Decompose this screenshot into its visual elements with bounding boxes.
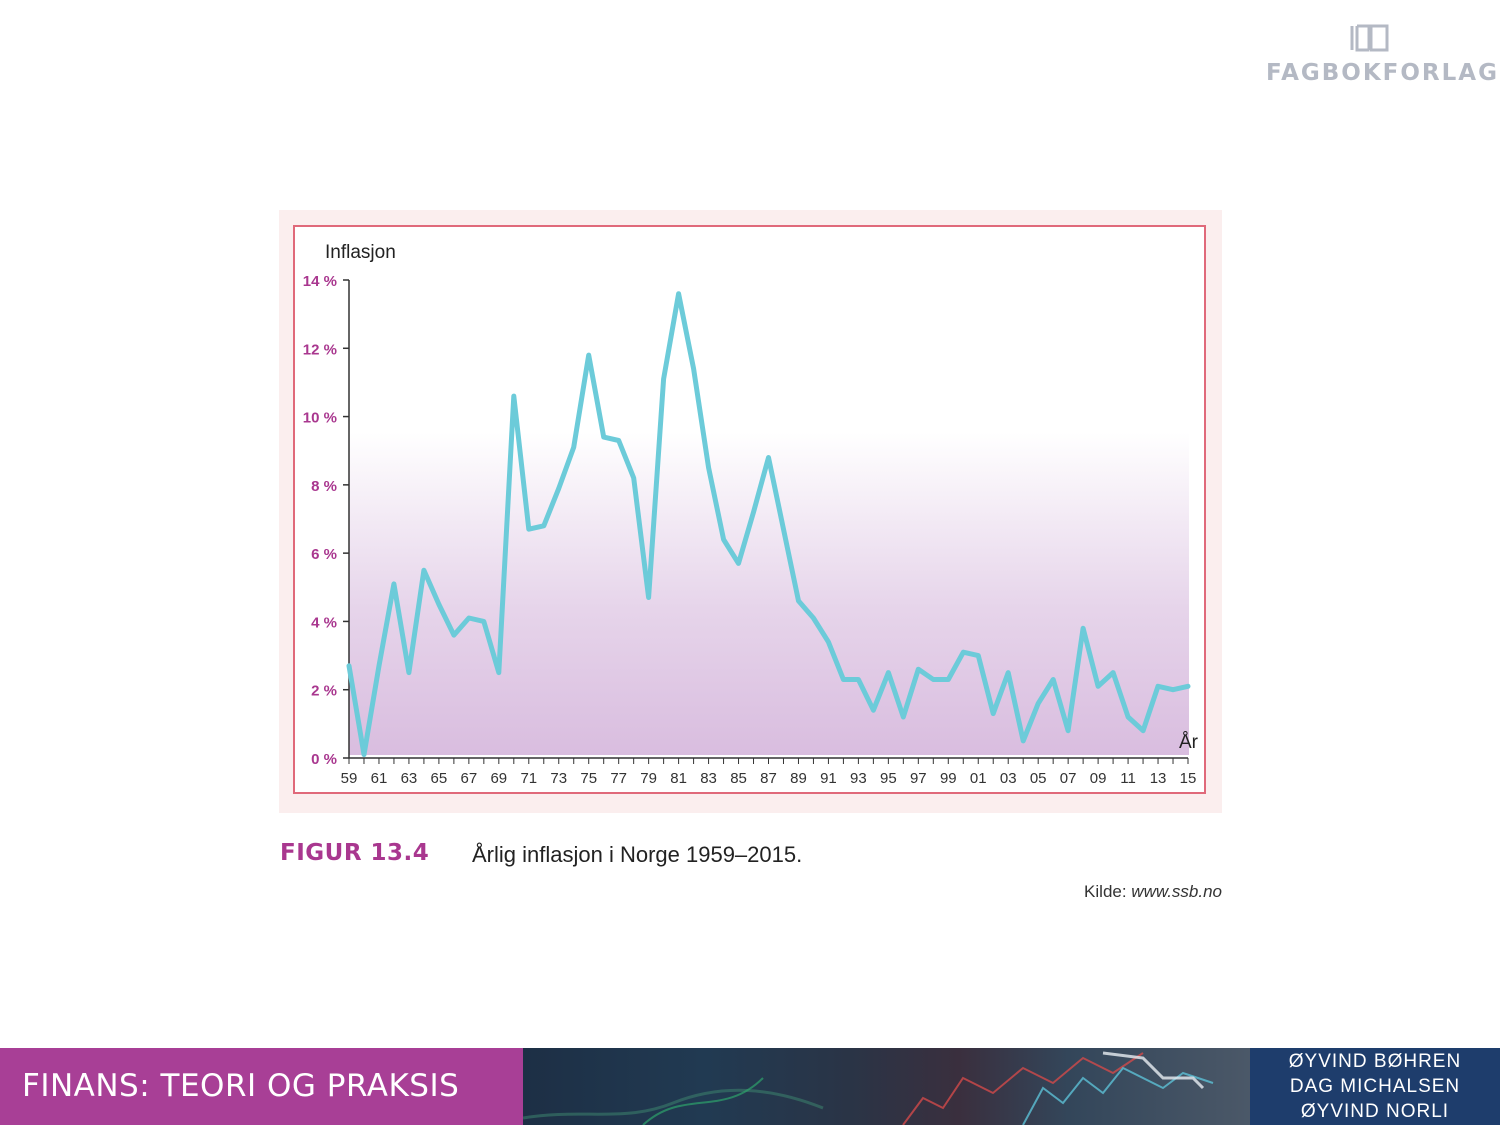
y-tick-label: 0 % [311,751,337,768]
y-axis-title: Inflasjon [325,242,396,263]
footer-authors-panel: ØYVIND BØHREN DAG MICHALSEN ØYVIND NORLI [1250,1048,1500,1125]
author-3: ØYVIND NORLI [1300,1101,1450,1122]
x-axis-title: År [1179,732,1199,753]
y-tick-label: 4 % [311,614,337,631]
figure-label: FIGUR 13.4 [280,840,430,866]
x-tick-label: 83 [700,770,717,787]
x-tick-label: 91 [820,770,837,787]
figure-caption: FIGUR 13.4 Årlig inflasjon i Norge 1959–… [280,838,1220,874]
x-tick-label: 85 [730,770,747,787]
publisher-name: FAGBOKFORLAGET [1266,60,1500,86]
y-tick-label: 6 % [311,546,337,563]
inflation-series-line [346,291,1191,758]
x-tick-label: 87 [760,770,777,787]
x-tick-label: 89 [790,770,807,787]
x-tick-label: 01 [970,770,987,787]
x-tick-label: 13 [1150,770,1167,787]
source-url: www.ssb.no [1131,882,1222,901]
book-logo-icon [1350,24,1389,52]
plot-background [349,432,1189,755]
chart-frame: 0 % 2 % 4 % 6 % 8 % 10 % 12 % 14 % 59 61 63 65 67 69 7… [279,210,1222,813]
x-tick-label: 73 [550,770,567,787]
x-tick-label: 77 [610,770,627,787]
author-2: DAG MICHALSEN [1289,1076,1461,1097]
x-tick-label: 09 [1090,770,1107,787]
book-title: FINANS: TEORI OG PRAKSIS [22,1068,460,1104]
y-tick-label: 14 % [303,273,337,290]
x-tick-label: 93 [850,770,867,787]
x-tick-label: 03 [1000,770,1017,787]
figure-title: Årlig inflasjon i Norge 1959–2015. [472,842,803,867]
x-tick-label: 97 [910,770,927,787]
x-tick-label: 67 [461,770,478,787]
footer-decorative-image [523,1048,1250,1125]
x-tick-label: 81 [670,770,687,787]
figure-source: Kilde: www.ssb.no [1084,882,1222,902]
y-tick-label: 10 % [303,410,337,427]
publisher-logo: FAGBOKFORLAGET [1266,22,1500,86]
y-tick-label: 2 % [311,683,337,700]
chart-panel: 0 % 2 % 4 % 6 % 8 % 10 % 12 % 14 % 59 61 63 65 67 69 7… [293,225,1206,794]
x-tick-label: 71 [520,770,537,787]
footer-banner: FINANS: TEORI OG PRAKSIS ØYVIND BØHREN D… [0,1048,1500,1125]
x-tick-label: 69 [490,770,507,787]
x-tick-label: 07 [1060,770,1077,787]
x-tick-label: 75 [580,770,597,787]
x-tick-label: 15 [1180,770,1197,787]
inflation-chart: 0 % 2 % 4 % 6 % 8 % 10 % 12 % 14 % 59 61 63 65 67 69 7… [303,242,1199,787]
y-tick-label: 12 % [303,341,337,358]
x-tick-label: 65 [431,770,448,787]
x-tick-label: 79 [640,770,657,787]
x-tick-label: 05 [1030,770,1047,787]
source-prefix: Kilde: [1084,882,1132,901]
x-tick-label: 95 [880,770,897,787]
x-tick-label: 11 [1120,770,1136,787]
stock-chart-decoration-icon [523,1051,1214,1125]
x-tick-label: 61 [371,770,388,787]
x-tick-label: 63 [401,770,418,787]
x-tick-label: 59 [341,770,358,787]
author-1: ØYVIND BØHREN [1288,1051,1462,1072]
footer-title-panel: FINANS: TEORI OG PRAKSIS [0,1048,523,1125]
x-tick-label: 99 [940,770,957,787]
y-tick-label: 8 % [311,478,337,495]
